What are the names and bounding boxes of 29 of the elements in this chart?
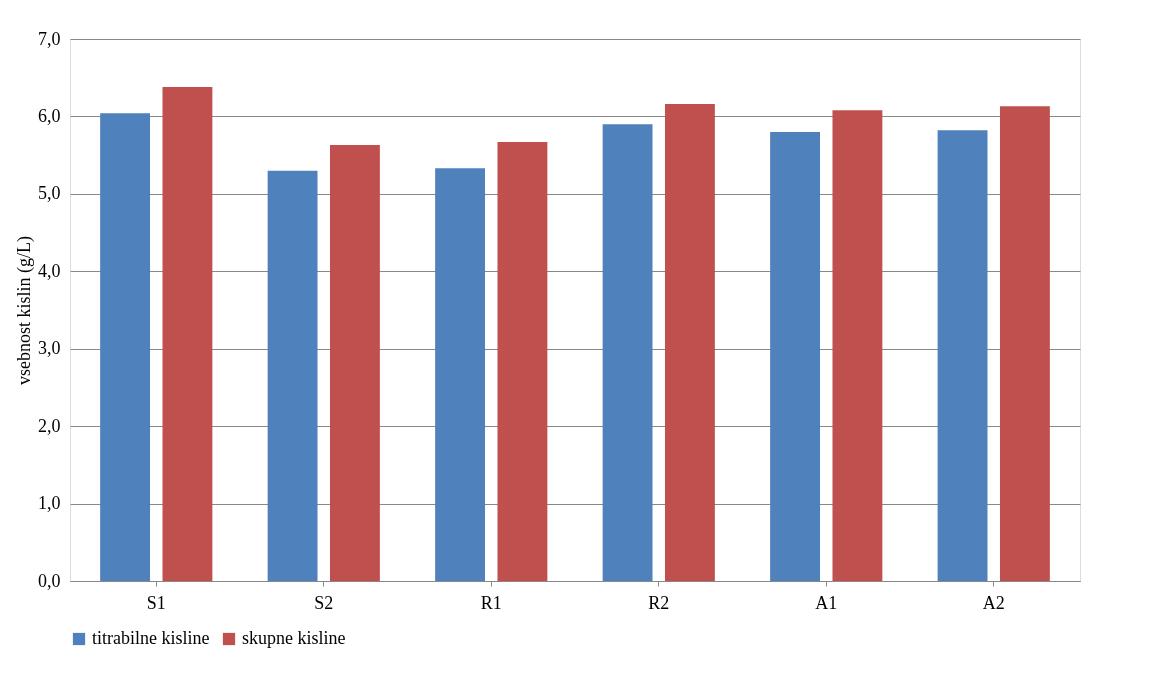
bar	[999, 106, 1050, 581]
y-axis-title: vsebnost kislin (g/L)	[14, 236, 35, 385]
y-tick-label: 7,0	[38, 28, 61, 49]
bar	[267, 170, 318, 581]
y-tick-label: 1,0	[38, 493, 61, 514]
x-tick-label: S2	[314, 592, 334, 613]
x-tick-label: R2	[648, 592, 670, 613]
legend-label: skupne kisline	[242, 628, 346, 648]
x-tick-label: S1	[146, 592, 166, 613]
y-tick-label: 5,0	[38, 183, 61, 204]
legend-label: titrabilne kisline	[92, 628, 210, 648]
bar	[770, 131, 821, 581]
bar	[602, 124, 653, 581]
bar	[100, 113, 151, 581]
bar	[497, 141, 548, 581]
y-tick-label: 0,0	[38, 570, 61, 591]
bar	[162, 87, 213, 581]
x-tick-label: R1	[480, 592, 502, 613]
x-tick-label: A1	[815, 592, 838, 613]
bar	[937, 130, 988, 581]
bar	[329, 145, 380, 581]
bar	[832, 110, 883, 581]
y-tick-label: 3,0	[38, 338, 61, 359]
y-tick-label: 2,0	[38, 415, 61, 436]
y-tick-label: 4,0	[38, 260, 61, 281]
bar	[435, 168, 486, 581]
y-tick-label: 6,0	[38, 105, 61, 126]
bar	[664, 104, 715, 581]
x-tick-label: A2	[982, 592, 1005, 613]
